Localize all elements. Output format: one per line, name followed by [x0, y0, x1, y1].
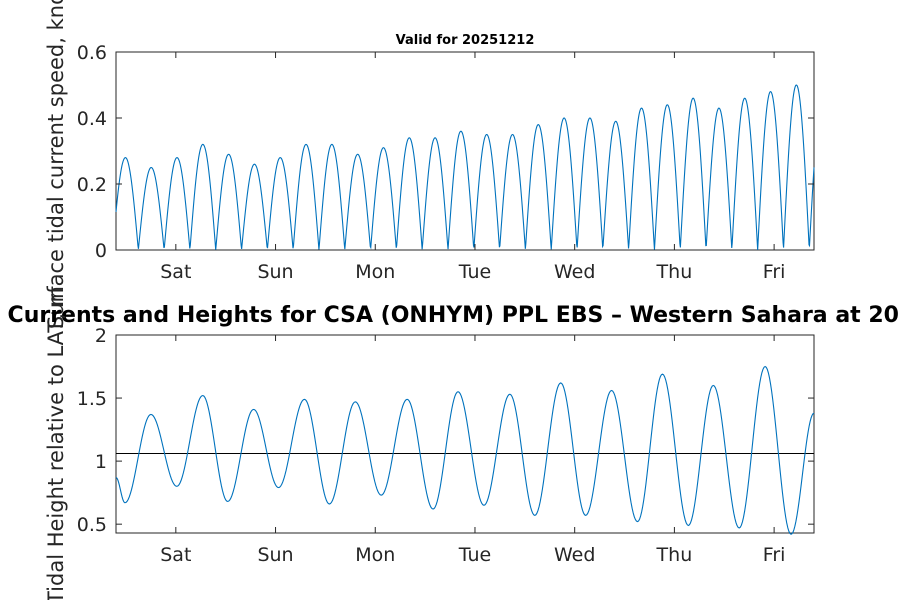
tidal-height-panel: 0.5 1 1.5 2 Sat Sun Mon Tue Wed Thu Fri Tidal Cur… [0, 286, 900, 600]
main-chart-title: Tidal Currents and Heights for CSA (ONHY… [0, 303, 900, 328]
x-tick-label: Wed [554, 261, 595, 283]
height-plot-area [115, 334, 815, 534]
tidal-height-line [115, 365, 815, 535]
height-y-axis-label: Tidal Height relative to LAT, m [44, 286, 68, 600]
x-tick-label: Fri [763, 261, 786, 283]
x-tick-label: Tue [458, 261, 491, 283]
y-tick-label: 0.5 [77, 514, 107, 536]
y-tick-label: 0.6 [77, 42, 107, 64]
x-tick-label: Mon [355, 544, 395, 566]
y-tick-label: 1 [95, 451, 107, 473]
y-tick-label: 0.4 [77, 108, 107, 130]
x-tick-label: Fri [763, 544, 786, 566]
x-tick-label: Sat [160, 544, 191, 566]
y-tick-label: 0.2 [77, 174, 107, 196]
x-tick-label: Wed [554, 544, 595, 566]
x-tick-label: Sat [160, 261, 191, 283]
x-tick-label: Thu [656, 544, 693, 566]
x-tick-label: Tue [458, 544, 491, 566]
y-tick-label: 0 [95, 240, 107, 262]
current-speed-panel: 0 0.2 0.4 0.6 Sat Sun Mon Tue Wed Thu Fri Valid f… [44, 0, 815, 329]
x-tick-label: Sun [257, 261, 293, 283]
current-y-axis-label: Surface tidal current speed, knots [44, 0, 68, 329]
current-speed-line [115, 84, 815, 251]
current-chart-title: Valid for 20251212 [396, 33, 535, 48]
x-tick-label: Thu [656, 261, 693, 283]
x-tick-label: Mon [355, 261, 395, 283]
y-tick-label: 1.5 [77, 388, 107, 410]
y-tick-label: 2 [95, 325, 107, 347]
current-plot-area [115, 51, 815, 251]
x-tick-label: Sun [257, 544, 293, 566]
